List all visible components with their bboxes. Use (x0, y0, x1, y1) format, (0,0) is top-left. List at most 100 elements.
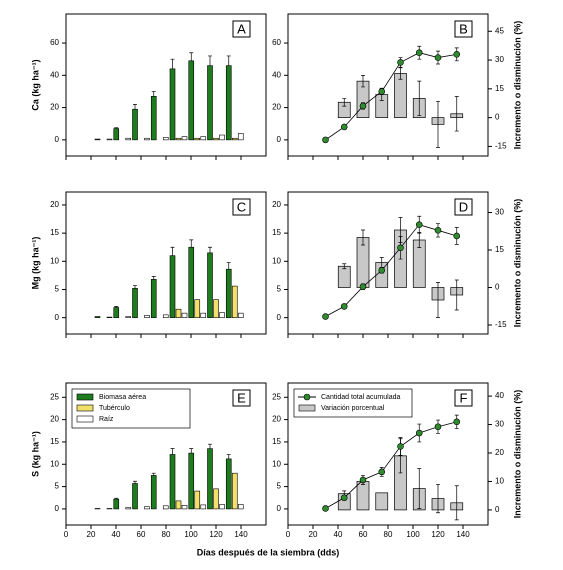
error-bar (226, 262, 231, 270)
bar (169, 255, 176, 318)
error-bar (151, 276, 156, 280)
error-bar (342, 263, 347, 270)
bar (162, 505, 169, 510)
x-tick-label: 120 (431, 530, 445, 539)
point (359, 283, 367, 290)
bar (175, 500, 182, 510)
bar (219, 504, 225, 510)
y2-tick-label: 20 (495, 448, 504, 457)
legend-marker (303, 393, 311, 401)
bar (237, 504, 244, 510)
bar (213, 137, 219, 141)
bar (181, 136, 188, 141)
error-bar (417, 468, 422, 509)
y2-tick-label: -15 (495, 320, 507, 329)
bar (106, 138, 113, 141)
point (453, 232, 461, 240)
bar (231, 472, 238, 510)
error-bar (436, 483, 440, 514)
point (340, 303, 348, 310)
panel-letter: B (459, 21, 468, 36)
y-tick-label: 5 (277, 482, 282, 491)
y2-axis-title: Incremento o disminución (%) (512, 21, 522, 150)
x-tick-label: 20 (309, 530, 318, 539)
bar (213, 299, 219, 318)
point (453, 51, 461, 58)
y-tick-label: 0 (277, 504, 282, 513)
error-bar (342, 98, 347, 107)
y-tick-label: 15 (50, 228, 59, 237)
error-bar (170, 58, 175, 69)
point (415, 49, 423, 57)
y-tick-label: 0 (55, 504, 60, 513)
y2-tick-label: 30 (495, 420, 504, 429)
bar (231, 285, 238, 318)
bar (150, 475, 157, 510)
error-bar (189, 52, 194, 61)
bar (207, 448, 213, 510)
point (397, 244, 404, 252)
bar (225, 65, 232, 141)
y2-tick-label: 0 (495, 113, 500, 122)
bar (144, 506, 150, 510)
y-axis-title: Ca (kg ha⁻¹) (30, 59, 40, 110)
error-bar (436, 100, 440, 148)
legend-label: Raíz (99, 416, 114, 423)
bar (113, 498, 120, 510)
y-tick-label: 15 (272, 228, 281, 237)
y-tick-label: 0 (277, 313, 282, 322)
y-tick-label: 60 (272, 38, 281, 47)
bar (188, 246, 195, 318)
y-tick-label: 15 (272, 437, 281, 446)
bar (181, 312, 188, 318)
point (434, 423, 442, 431)
legend-label: Cantidad total acumulada (321, 394, 400, 401)
error-bar (133, 480, 137, 484)
y-tick-label: 5 (55, 482, 60, 491)
bar (132, 483, 138, 510)
x-tick-label: 140 (234, 530, 248, 539)
variation-bar (337, 265, 351, 288)
x-tick-label: 60 (359, 530, 368, 539)
bar (200, 136, 207, 141)
point (397, 59, 404, 66)
error-bar (417, 80, 422, 117)
x-tick-label: 0 (64, 530, 69, 539)
panel-letter: D (459, 199, 468, 214)
point (322, 136, 329, 144)
bar (194, 299, 201, 318)
bar (188, 452, 195, 510)
bar (219, 312, 225, 318)
panel-letter-box (454, 20, 473, 38)
bar (106, 316, 113, 318)
bar (113, 307, 120, 318)
y2-tick-label: 0 (495, 283, 500, 292)
bar (169, 454, 176, 510)
x-tick-label: 20 (87, 530, 96, 539)
legend-swatch (76, 393, 94, 401)
y-tick-label: 15 (50, 437, 59, 446)
x-tick-label: 0 (286, 530, 291, 539)
legend-swatch (298, 404, 316, 412)
error-bar (114, 127, 119, 129)
bar (207, 252, 213, 318)
bar (219, 134, 225, 141)
error-bar (398, 67, 403, 80)
panel-letter: C (237, 199, 246, 214)
y2-tick-label: 40 (495, 391, 504, 400)
bar (225, 268, 232, 318)
x-tick-label: 120 (209, 530, 223, 539)
error-bar (151, 472, 156, 476)
error-bar (170, 246, 175, 256)
error-bar (133, 104, 137, 110)
y-tick-label: 5 (55, 285, 60, 294)
x-tick-label: 100 (406, 530, 420, 539)
bar (237, 133, 244, 141)
bar (200, 312, 207, 318)
x-tick-label: 80 (384, 530, 393, 539)
y-tick-label: 60 (50, 38, 59, 47)
x-tick-label: 60 (137, 530, 146, 539)
bar (132, 108, 138, 141)
y-tick-label: 40 (50, 70, 59, 79)
bar (175, 308, 182, 318)
